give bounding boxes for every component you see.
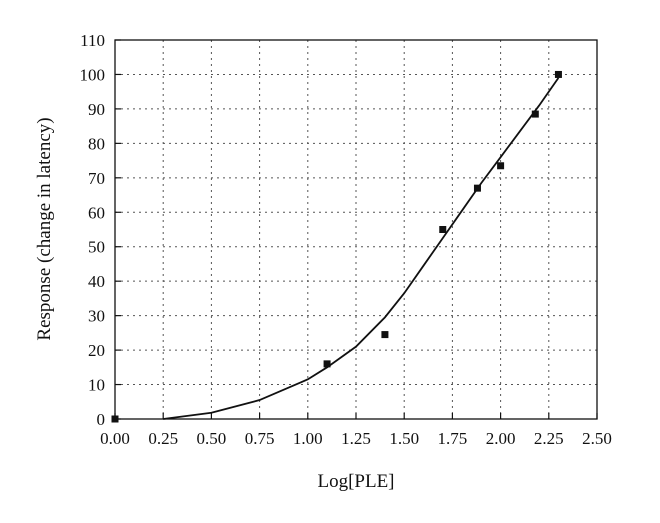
y-tick-label: 20 — [88, 341, 105, 360]
data-point — [381, 331, 389, 339]
data-point — [531, 110, 539, 118]
data-point — [111, 415, 119, 423]
y-tick-label: 10 — [88, 376, 105, 395]
x-tick-label: 0.25 — [148, 429, 178, 448]
x-tick-label: 0.50 — [197, 429, 227, 448]
x-tick-label: 2.00 — [486, 429, 516, 448]
y-axis-title: Response (change in latency) — [34, 117, 55, 340]
y-tick-label: 80 — [88, 134, 105, 153]
x-tick-label: 1.25 — [341, 429, 371, 448]
x-tick-label: 1.00 — [293, 429, 323, 448]
axis-ticks: 0.00 0.25 0.50 0.75 1.00 1.25 1.50 1.75 2.00 2.25… — [80, 31, 612, 448]
x-axis-title: Log[PLE] — [317, 471, 394, 492]
y-tick-label: 60 — [88, 203, 105, 222]
x-tick-label: 2.50 — [582, 429, 612, 448]
y-tick-label: 50 — [88, 238, 105, 257]
y-tick-label: 110 — [80, 31, 105, 50]
y-tick-label: 100 — [80, 65, 106, 84]
x-tick-label: 2.25 — [534, 429, 564, 448]
data-point — [554, 70, 562, 78]
y-tick-label: 90 — [88, 100, 105, 119]
data-point — [439, 226, 447, 233]
data-point — [497, 162, 505, 170]
data-point — [323, 360, 331, 368]
fitted-curve — [163, 77, 560, 420]
x-tick-label: 0.00 — [100, 429, 130, 448]
y-tick-label: 70 — [88, 169, 105, 188]
x-tick-label: 0.75 — [245, 429, 275, 448]
plot-frame — [114, 39, 598, 420]
y-tick-label: 40 — [88, 272, 105, 291]
grid — [115, 40, 597, 419]
data-point — [473, 184, 481, 192]
y-tick-label: 0 — [97, 410, 106, 429]
series — [111, 70, 562, 423]
x-tick-label: 1.50 — [389, 429, 419, 448]
x-tick-label: 1.75 — [438, 429, 468, 448]
y-tick-label: 30 — [88, 307, 105, 326]
